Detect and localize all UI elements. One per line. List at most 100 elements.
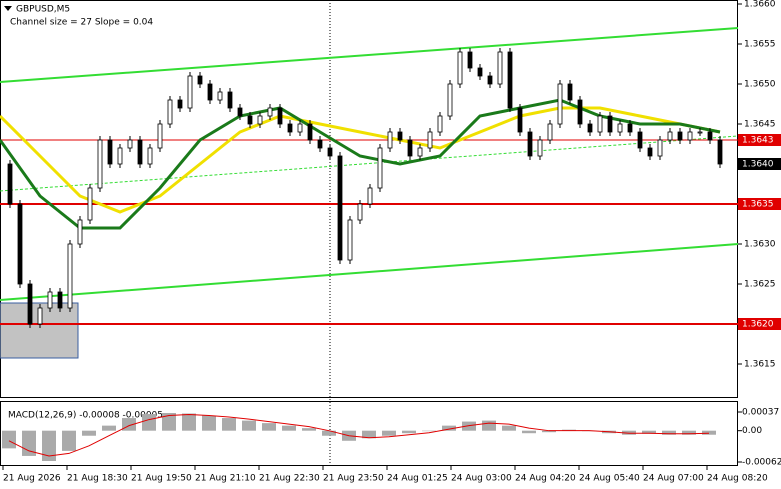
candle — [157, 123, 163, 149]
macd-tick-label: -0.00062 — [742, 458, 781, 468]
candle — [527, 131, 533, 157]
candle — [597, 115, 603, 133]
candle — [167, 99, 173, 125]
candle — [107, 139, 113, 165]
candle — [467, 51, 473, 69]
candle — [327, 147, 333, 157]
macd-bar — [542, 430, 556, 433]
level-box — [738, 198, 781, 210]
candle — [477, 67, 483, 77]
candle — [557, 83, 563, 125]
x-tick-label: 24 Aug 01:25 — [387, 474, 448, 484]
candle — [197, 75, 203, 85]
macd-bar — [82, 430, 96, 436]
x-tick-label: 21 Aug 23:50 — [323, 474, 384, 484]
candle — [237, 107, 243, 117]
candle — [457, 51, 463, 85]
candle — [667, 131, 673, 141]
candle — [487, 75, 493, 85]
main-frame — [0, 0, 738, 398]
candle — [227, 91, 233, 109]
x-tick-label: 21 Aug 18:30 — [67, 474, 128, 484]
macd-bar — [242, 420, 256, 431]
candle — [437, 115, 443, 133]
x-tick-label: 24 Aug 05:40 — [579, 474, 640, 484]
candle — [567, 83, 573, 101]
level-label: 1.3635 — [742, 200, 774, 210]
y-tick-label: 1.3625 — [744, 280, 776, 290]
candle — [447, 83, 453, 117]
candle — [137, 139, 143, 165]
candle — [337, 155, 343, 261]
macd-bar — [262, 423, 276, 431]
x-tick-label: 21 Aug 2026 — [3, 474, 61, 484]
chart-title: GBPUSD,M5 — [16, 5, 70, 15]
candle — [497, 51, 503, 85]
candle — [707, 131, 713, 141]
candle — [257, 115, 263, 125]
candle — [687, 131, 693, 141]
candle — [587, 123, 593, 133]
candle — [367, 187, 373, 205]
y-tick-label: 1.3650 — [744, 80, 776, 90]
candle — [117, 147, 123, 165]
x-tick-label: 24 Aug 04:20 — [515, 474, 576, 484]
macd-bar — [562, 429, 576, 431]
menu-arrow — [4, 6, 12, 11]
current-price-label: 1.3640 — [742, 160, 774, 170]
candle — [177, 99, 183, 109]
macd-bar — [482, 420, 496, 431]
candle — [287, 123, 293, 133]
macd-bar — [422, 430, 436, 432]
candle — [637, 131, 643, 149]
candle — [87, 187, 93, 221]
candle — [377, 147, 383, 189]
candle — [207, 83, 213, 101]
candle — [297, 123, 303, 133]
channel-line — [0, 27, 739, 83]
y-tick-label: 1.3645 — [744, 120, 776, 130]
macd-bar — [682, 430, 696, 435]
channel-line — [0, 243, 739, 301]
candle — [67, 243, 73, 309]
macd-frame — [0, 401, 738, 466]
candle — [277, 107, 283, 125]
macd-bar — [322, 430, 336, 436]
macd-title: MACD(12,26,9) -0.00008 -0.00005 — [8, 411, 163, 421]
candle — [17, 203, 23, 285]
candle — [187, 75, 193, 109]
candle — [217, 91, 223, 101]
candle — [577, 99, 583, 125]
candle — [407, 139, 413, 157]
candle — [657, 139, 663, 157]
y-tick-label: 1.3655 — [744, 40, 776, 50]
candle — [507, 51, 513, 109]
macd-bar — [62, 430, 76, 451]
candle — [307, 123, 313, 141]
macd-signal — [8, 414, 710, 457]
candle — [607, 115, 613, 133]
macd-bar — [2, 430, 16, 449]
candle — [7, 163, 13, 205]
level-label: 1.3643 — [742, 136, 774, 146]
macd-bar — [662, 430, 676, 435]
moving-average — [0, 106, 721, 214]
macd-tick-label: 0.00037 — [742, 408, 779, 418]
macd-bar — [402, 430, 416, 434]
level-box — [738, 318, 781, 330]
macd-bar — [42, 430, 56, 461]
subtitle: Channel size = 27 Slope = 0.04 — [10, 18, 153, 28]
y-tick-label: 1.3660 — [744, 0, 776, 10]
channel-mid — [0, 135, 739, 192]
candle — [97, 139, 103, 189]
candle — [547, 123, 553, 141]
candle — [57, 291, 63, 309]
macd-bar — [202, 415, 216, 431]
candle — [347, 219, 353, 261]
macd-bar — [142, 414, 156, 431]
candle — [37, 307, 43, 325]
candle — [317, 139, 323, 149]
macd-bar — [622, 430, 636, 435]
macd-bar — [162, 413, 176, 431]
